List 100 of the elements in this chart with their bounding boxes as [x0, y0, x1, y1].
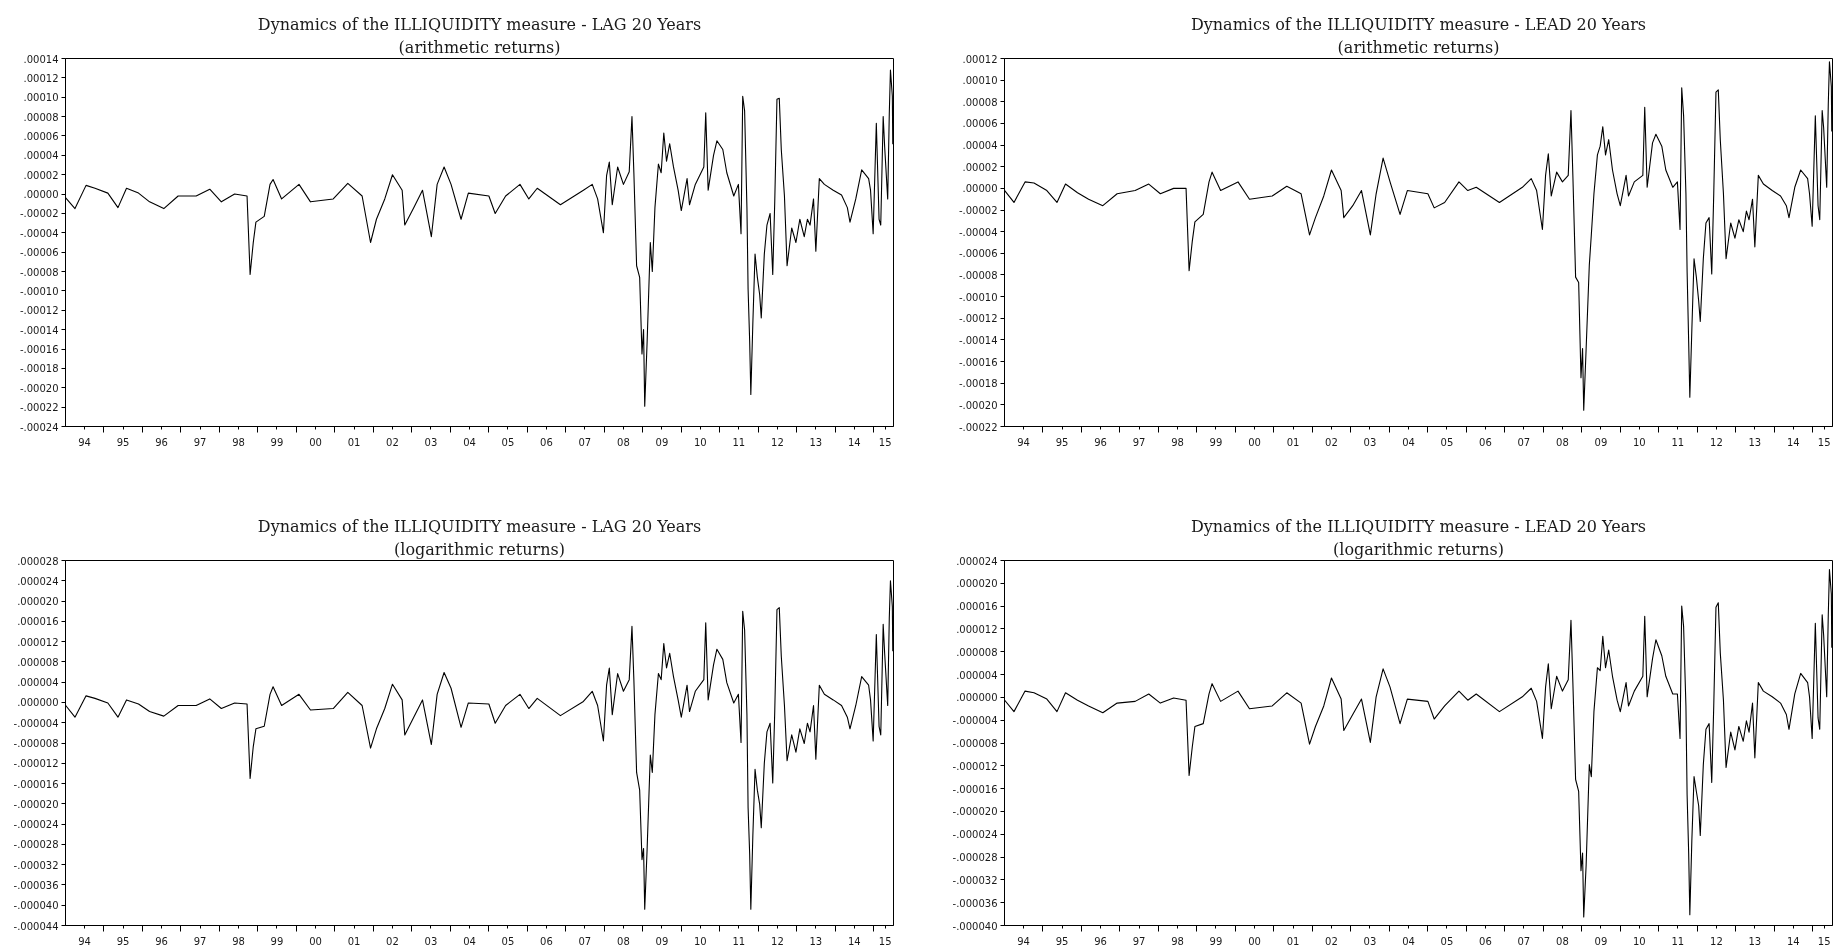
y-tick-label: .00006	[962, 118, 998, 130]
x-tick-label: 15	[1817, 935, 1831, 947]
x-tick-label: 15	[1817, 436, 1831, 448]
x-tick-label: 00	[1248, 935, 1261, 947]
x-tick-label: 01	[347, 935, 361, 947]
x-tick-label: 97	[193, 436, 207, 448]
y-tick-label: -.000016	[952, 783, 998, 795]
x-tick-label: 01	[347, 436, 361, 448]
x-tick-label: 98	[1171, 935, 1184, 947]
x-tick-label: 08	[617, 935, 630, 947]
y-tick-label: -.00008	[958, 269, 998, 281]
y-tick-label: -.00010	[958, 291, 998, 303]
chart-subtitle: (logarithmic returns)	[394, 539, 565, 559]
x-tick-label: 95	[116, 436, 130, 448]
y-tick-label: -.000040	[13, 900, 59, 912]
y-tick-label: -.000008	[952, 738, 998, 749]
y-tick-label: .000024	[17, 575, 59, 587]
x-tick-label: 07	[1517, 935, 1531, 947]
y-tick-label: -.00014	[19, 324, 59, 336]
y-tick-label: -.00018	[19, 363, 59, 375]
x-tick-label: 09	[1594, 436, 1608, 448]
x-tick-label: 11	[1671, 436, 1685, 448]
y-tick-label: .00014	[23, 53, 59, 65]
x-tick-label: 99	[270, 935, 284, 947]
y-tick-label: -.00016	[19, 344, 59, 356]
x-tick-label: 00	[309, 436, 322, 448]
x-tick-label: 01	[1286, 436, 1300, 448]
x-tick-label: 13	[1748, 436, 1762, 448]
x-tick-label: 12	[771, 436, 784, 448]
y-tick-label: -.00012	[958, 313, 998, 325]
y-tick-label: .00004	[962, 140, 998, 152]
y-tick-label: -.000020	[13, 798, 59, 810]
y-tick-label: .000024	[956, 555, 998, 567]
y-tick-label: -.000036	[952, 897, 998, 909]
x-tick-label: 02	[386, 935, 399, 947]
x-tick-label: 10	[693, 436, 707, 448]
x-tick-label: 13	[809, 935, 823, 947]
y-tick-label: .000004	[956, 669, 998, 681]
x-tick-label: 04	[463, 436, 476, 448]
y-tick-label: .00008	[962, 96, 998, 108]
x-tick-label: 95	[116, 935, 130, 947]
x-tick-label: 95	[1055, 935, 1069, 947]
x-tick-label: 15	[878, 935, 892, 947]
y-tick-label: -.000016	[13, 778, 59, 790]
x-tick-label: 09	[655, 436, 669, 448]
x-tick-label: 14	[1786, 935, 1800, 947]
x-tick-label: 97	[1132, 436, 1146, 448]
x-tick-label: 11	[732, 436, 746, 448]
y-tick-label: -.000028	[952, 852, 998, 864]
y-tick-label: -.000020	[952, 806, 998, 818]
y-tick-label: .000016	[17, 616, 59, 628]
x-tick-label: 08	[617, 436, 630, 448]
y-tick-label: -.000036	[13, 879, 59, 891]
x-tick-label: 09	[655, 935, 669, 947]
y-tick-label: .000020	[17, 596, 59, 608]
x-tick-label: 02	[1325, 436, 1338, 448]
x-tick-label: 06	[1479, 436, 1492, 448]
x-tick-label: 96	[1094, 436, 1107, 448]
chart-subtitle: (arithmetic returns)	[398, 37, 561, 57]
y-tick-label: .000000	[956, 692, 998, 704]
chart-title: Dynamics of the ILLIQUIDITY measure - LEAD 20 Years	[1190, 516, 1647, 536]
y-tick-label: -.000032	[952, 874, 998, 886]
chart-subtitle: (arithmetic returns)	[1337, 37, 1500, 57]
x-tick-label: 00	[309, 935, 322, 947]
y-tick-label: .00000	[23, 189, 59, 201]
chart-subtitle: (logarithmic returns)	[1333, 539, 1504, 559]
y-tick-label: .00012	[23, 72, 59, 84]
y-tick-label: .00010	[962, 75, 998, 87]
x-tick-label: 95	[1055, 436, 1069, 448]
y-tick-label: -.000040	[952, 920, 998, 932]
x-tick-label: 99	[270, 436, 284, 448]
y-tick-label: -.00006	[19, 247, 59, 259]
y-tick-label: .000004	[17, 677, 59, 689]
y-tick-label: -.000044	[13, 920, 59, 932]
y-tick-label: -.00012	[19, 305, 59, 317]
y-tick-label: .00006	[23, 130, 59, 142]
x-tick-label: 14	[847, 935, 861, 947]
y-tick-label: -.000008	[13, 738, 59, 749]
y-tick-label: -.00022	[958, 421, 998, 433]
x-tick-label: 10	[693, 935, 707, 947]
x-tick-label: 10	[1632, 436, 1646, 448]
x-tick-label: 96	[155, 436, 168, 448]
x-tick-label: 02	[386, 436, 399, 448]
x-tick-label: 94	[1017, 935, 1030, 947]
x-tick-label: 15	[878, 436, 892, 448]
x-tick-label: 96	[155, 935, 168, 947]
x-tick-label: 09	[1594, 935, 1608, 947]
x-tick-label: 12	[1710, 436, 1723, 448]
y-tick-label: -.000032	[13, 859, 59, 871]
x-tick-label: 03	[424, 436, 438, 448]
y-tick-label: .000016	[956, 601, 998, 613]
y-tick-label: -.00014	[958, 334, 998, 346]
x-tick-label: 06	[540, 436, 553, 448]
x-tick-label: 99	[1209, 436, 1223, 448]
y-tick-label: .000008	[17, 656, 59, 668]
x-tick-label: 10	[1632, 935, 1646, 947]
y-tick-label: -.00016	[958, 356, 998, 368]
y-tick-label: -.00004	[958, 226, 998, 238]
x-tick-label: 12	[1710, 935, 1723, 947]
x-tick-label: 05	[501, 935, 515, 947]
